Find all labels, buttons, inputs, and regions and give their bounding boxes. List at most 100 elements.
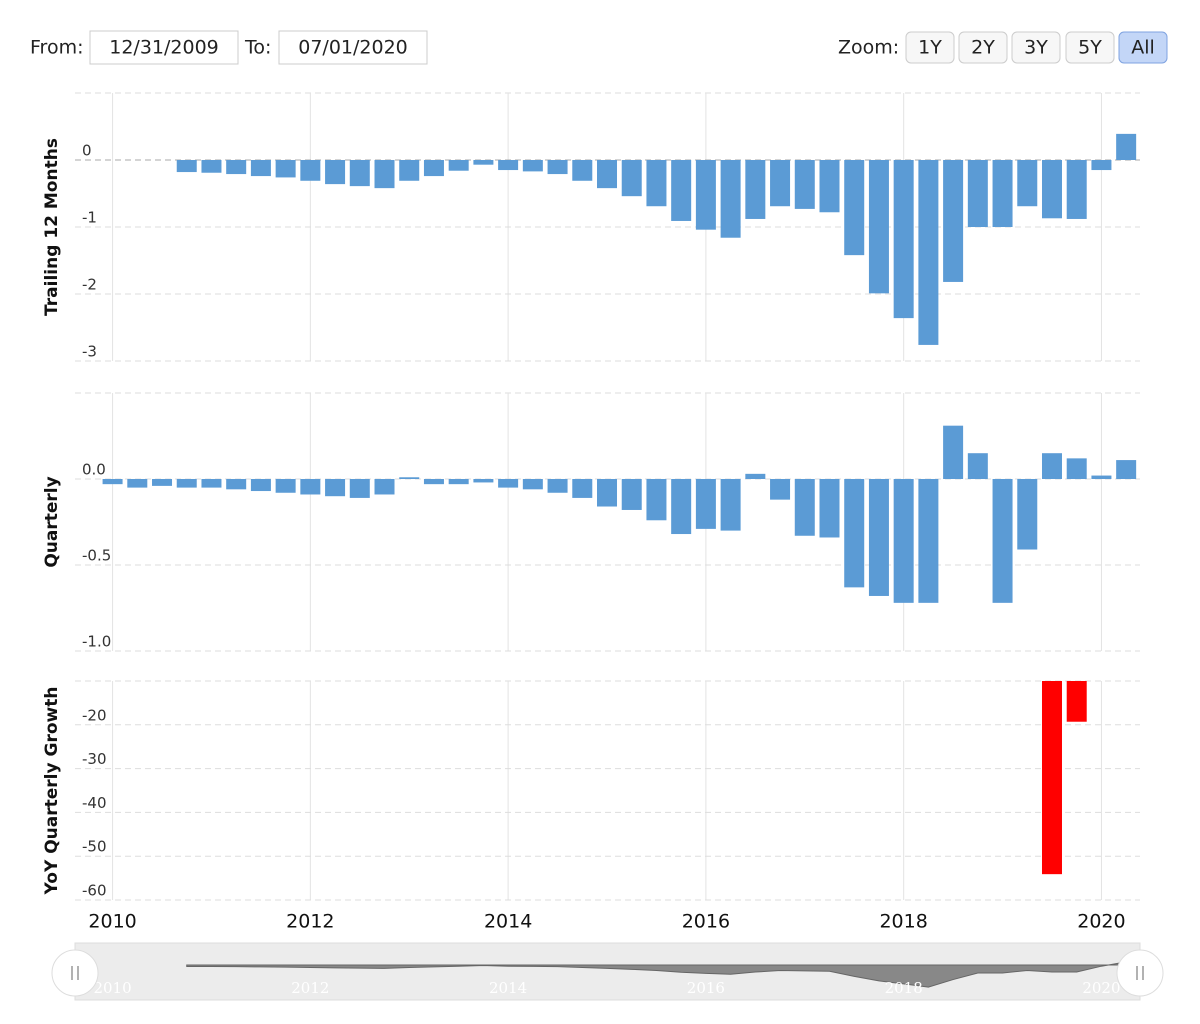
bar bbox=[226, 479, 247, 490]
y-axis-title: YoY Quarterly Growth bbox=[42, 687, 62, 896]
bar bbox=[1091, 475, 1112, 479]
bar bbox=[1066, 458, 1087, 479]
bar bbox=[893, 160, 914, 319]
bar bbox=[1066, 681, 1087, 722]
to-input[interactable] bbox=[278, 30, 428, 65]
y-tick-label: -40 bbox=[82, 794, 107, 812]
bar bbox=[646, 479, 667, 521]
bar bbox=[201, 479, 222, 488]
navigator-label: 2016 bbox=[687, 979, 725, 997]
x-tick-label: 2020 bbox=[1077, 911, 1125, 933]
bar bbox=[844, 479, 865, 588]
y-tick-label: -3 bbox=[82, 343, 97, 361]
bar bbox=[918, 479, 939, 603]
bar bbox=[1116, 133, 1137, 160]
from-label: From: bbox=[30, 37, 83, 59]
to-value: 07/01/2020 bbox=[298, 37, 408, 59]
bar bbox=[967, 453, 988, 479]
bar bbox=[152, 479, 173, 486]
bar bbox=[473, 479, 494, 483]
bar bbox=[250, 160, 271, 177]
navigator-label: 2012 bbox=[291, 979, 329, 997]
y-tick-label: 0.0 bbox=[82, 461, 106, 479]
to-label: To: bbox=[244, 37, 271, 59]
bar bbox=[399, 477, 420, 479]
bar bbox=[770, 479, 791, 500]
from-input[interactable] bbox=[89, 30, 239, 65]
bar bbox=[967, 160, 988, 227]
bar bbox=[1066, 160, 1087, 219]
bar bbox=[250, 479, 271, 492]
bar bbox=[572, 160, 593, 181]
navigator-handle[interactable] bbox=[1116, 949, 1164, 997]
bar bbox=[943, 425, 964, 479]
navigator-label: 2020 bbox=[1082, 979, 1120, 997]
y-tick-label: -30 bbox=[82, 750, 107, 768]
bar bbox=[201, 160, 222, 173]
bar bbox=[868, 479, 889, 596]
bar bbox=[819, 160, 840, 213]
y-tick-label: -60 bbox=[82, 882, 107, 900]
bar bbox=[226, 160, 247, 175]
zoom-button[interactable] bbox=[1065, 31, 1115, 64]
bar bbox=[720, 479, 741, 531]
zoom-button[interactable] bbox=[1118, 31, 1168, 64]
from-value: 12/31/2009 bbox=[109, 37, 219, 59]
y-tick-label: -20 bbox=[82, 706, 107, 724]
bar bbox=[176, 160, 197, 173]
bar bbox=[1017, 160, 1038, 207]
bar bbox=[176, 479, 197, 488]
bar bbox=[1017, 479, 1038, 550]
bar bbox=[300, 160, 321, 181]
bar bbox=[374, 479, 395, 495]
bar bbox=[572, 479, 593, 498]
bar bbox=[1116, 460, 1137, 479]
bar bbox=[349, 160, 370, 187]
bar bbox=[770, 160, 791, 207]
y-tick-label: -1.0 bbox=[82, 633, 111, 651]
x-tick-label: 2016 bbox=[682, 911, 730, 933]
bar bbox=[1041, 160, 1062, 219]
bar bbox=[1091, 160, 1112, 171]
bar bbox=[819, 479, 840, 538]
bar bbox=[794, 160, 815, 209]
bar bbox=[794, 479, 815, 536]
handle-grip bbox=[71, 966, 79, 980]
bar bbox=[720, 160, 741, 238]
bar bbox=[448, 160, 469, 171]
bar bbox=[522, 160, 543, 172]
handle-grip bbox=[1136, 966, 1144, 980]
bar bbox=[868, 160, 889, 294]
bar bbox=[102, 479, 123, 485]
bar bbox=[943, 160, 964, 282]
zoom-button[interactable] bbox=[958, 31, 1008, 64]
zoom-button-label: 5Y bbox=[1078, 37, 1102, 59]
bar bbox=[621, 160, 642, 197]
bar bbox=[399, 160, 420, 181]
bar bbox=[275, 479, 296, 493]
x-tick-label: 2018 bbox=[879, 911, 927, 933]
zoom-button[interactable] bbox=[905, 31, 955, 64]
zoom-button-label: 1Y bbox=[918, 37, 942, 59]
bar bbox=[992, 479, 1013, 603]
y-tick-label: 0 bbox=[82, 142, 92, 160]
bar bbox=[547, 479, 568, 493]
bar bbox=[448, 479, 469, 485]
bar bbox=[1041, 453, 1062, 479]
x-tick-label: 2012 bbox=[286, 911, 334, 933]
bar bbox=[992, 160, 1013, 227]
zoom-button[interactable] bbox=[1011, 31, 1061, 64]
bar bbox=[127, 479, 148, 488]
zoom-label: Zoom: bbox=[838, 37, 899, 59]
y-tick-label: -0.5 bbox=[82, 547, 111, 565]
navigator-area bbox=[186, 961, 1127, 988]
bar bbox=[745, 473, 766, 479]
x-tick-label: 2010 bbox=[88, 911, 136, 933]
bar bbox=[300, 479, 321, 495]
bar bbox=[423, 160, 444, 177]
navigator-handle[interactable] bbox=[51, 949, 99, 997]
bar bbox=[498, 160, 519, 171]
bar bbox=[671, 160, 692, 221]
zoom-button-label: All bbox=[1131, 37, 1155, 59]
